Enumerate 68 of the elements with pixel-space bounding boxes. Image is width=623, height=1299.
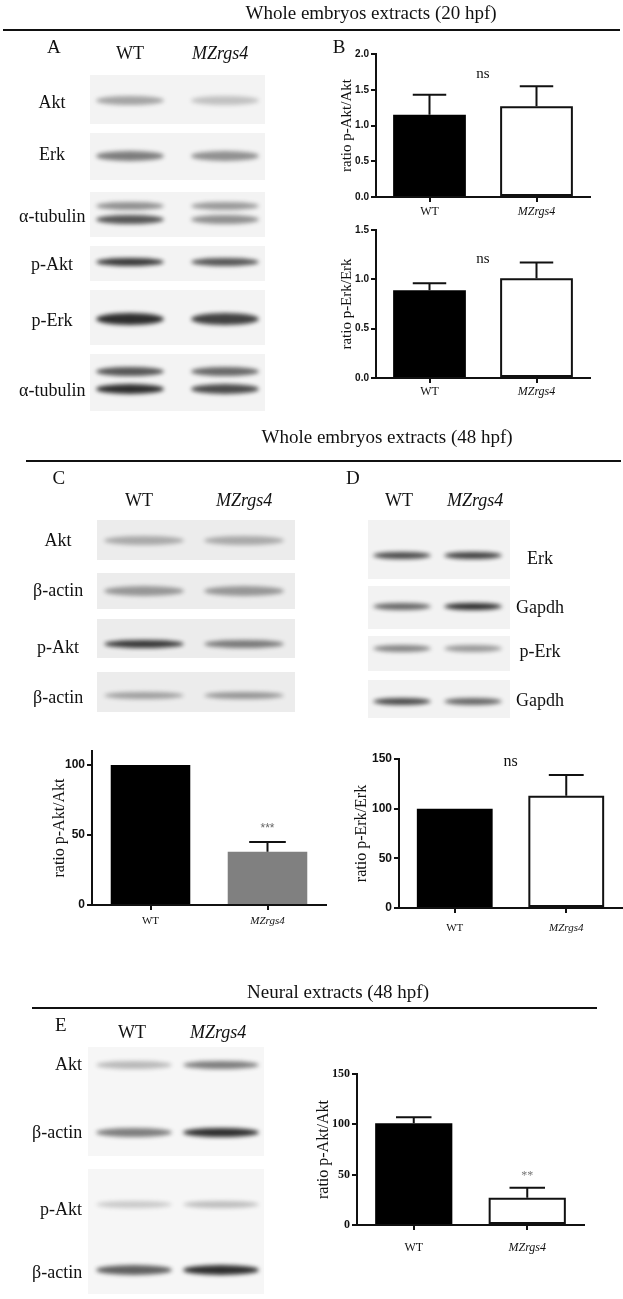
y-tick-label: 150 bbox=[332, 1066, 350, 1081]
text: E bbox=[55, 1014, 67, 1036]
y-axis-title: ratio p-Erk/Erk bbox=[337, 257, 354, 350]
text: β-actin bbox=[33, 579, 84, 601]
text: Akt bbox=[55, 1053, 82, 1075]
y-tick-label: 0 bbox=[78, 897, 86, 912]
text: p-Akt bbox=[31, 253, 73, 275]
text: C bbox=[52, 467, 66, 489]
text: β-actin bbox=[32, 1121, 83, 1143]
text: p-Akt bbox=[37, 636, 79, 658]
y-tick-label: 1.5 bbox=[355, 223, 370, 235]
text: Neural extracts (48 hpf) bbox=[247, 981, 430, 1003]
text: Gapdh bbox=[516, 596, 564, 618]
y-tick-label: 0.5 bbox=[355, 322, 370, 334]
x-tick-label: MZrgs4 bbox=[249, 914, 286, 927]
text: Erk bbox=[527, 547, 553, 569]
y-tick-label: 150 bbox=[371, 751, 393, 766]
y-tick-label: 0.0 bbox=[355, 371, 370, 383]
annotation: *** bbox=[260, 821, 275, 836]
text: MZrgs4 bbox=[447, 489, 504, 511]
text: β-actin bbox=[33, 686, 84, 708]
y-axis-title: ratio p-Erk/Erk bbox=[351, 784, 370, 883]
y-tick-label: 2.0 bbox=[355, 47, 370, 59]
text: p-Akt bbox=[40, 1198, 82, 1220]
y-tick-label: 0 bbox=[385, 900, 393, 915]
text: β-actin bbox=[32, 1261, 83, 1283]
x-tick-label: WT bbox=[141, 914, 160, 927]
text: MZrgs4 bbox=[216, 489, 273, 511]
text: Gapdh bbox=[516, 689, 564, 711]
text: Akt bbox=[38, 91, 66, 113]
y-tick-label: 100 bbox=[64, 757, 86, 772]
x-tick-label: MZrgs4 bbox=[548, 921, 584, 934]
text: WT bbox=[125, 489, 153, 511]
text: Whole embryos extracts (20 hpf) bbox=[245, 2, 497, 24]
annotation: ns bbox=[476, 64, 490, 81]
text: Erk bbox=[39, 143, 65, 165]
y-tick-label: 1.0 bbox=[355, 273, 370, 285]
text: MZrgs4 bbox=[190, 1021, 247, 1043]
text: B bbox=[332, 35, 346, 57]
y-tick-label: 0 bbox=[344, 1217, 350, 1232]
y-axis-title: ratio p-Akt/Akt bbox=[313, 1099, 332, 1200]
text: p-Erk bbox=[31, 309, 73, 331]
y-tick-label: 50 bbox=[378, 850, 393, 865]
text: Whole embryos extracts (48 hpf) bbox=[261, 426, 513, 448]
y-tick-label: 1.5 bbox=[355, 83, 370, 95]
text: WT bbox=[118, 1021, 146, 1043]
y-tick-label: 0.0 bbox=[355, 190, 370, 202]
text: Akt bbox=[44, 529, 72, 551]
y-tick-label: 0.5 bbox=[355, 155, 370, 166]
text: D bbox=[346, 467, 360, 489]
text: p-Erk bbox=[519, 640, 561, 662]
y-axis-title: ratio p-Akt/Akt bbox=[49, 777, 68, 878]
annotation: ns bbox=[503, 752, 518, 770]
y-tick-label: 1.0 bbox=[355, 119, 370, 131]
annotation: ns bbox=[476, 249, 490, 266]
text: WT bbox=[385, 489, 413, 511]
y-tick-label: 50 bbox=[338, 1166, 350, 1181]
x-tick-label: WT bbox=[446, 921, 464, 934]
y-tick-label: 100 bbox=[332, 1116, 350, 1131]
text: WT bbox=[116, 42, 144, 64]
text: α-tubulin bbox=[19, 205, 86, 227]
y-axis-title: ratio p-Akt/Akt bbox=[337, 78, 354, 172]
text: MZrgs4 bbox=[192, 42, 249, 64]
y-tick-label: 100 bbox=[371, 800, 393, 815]
annotation: ** bbox=[521, 1167, 534, 1182]
y-tick-label: 50 bbox=[71, 827, 86, 842]
text: α-tubulin bbox=[19, 379, 86, 401]
text: A bbox=[47, 36, 61, 58]
